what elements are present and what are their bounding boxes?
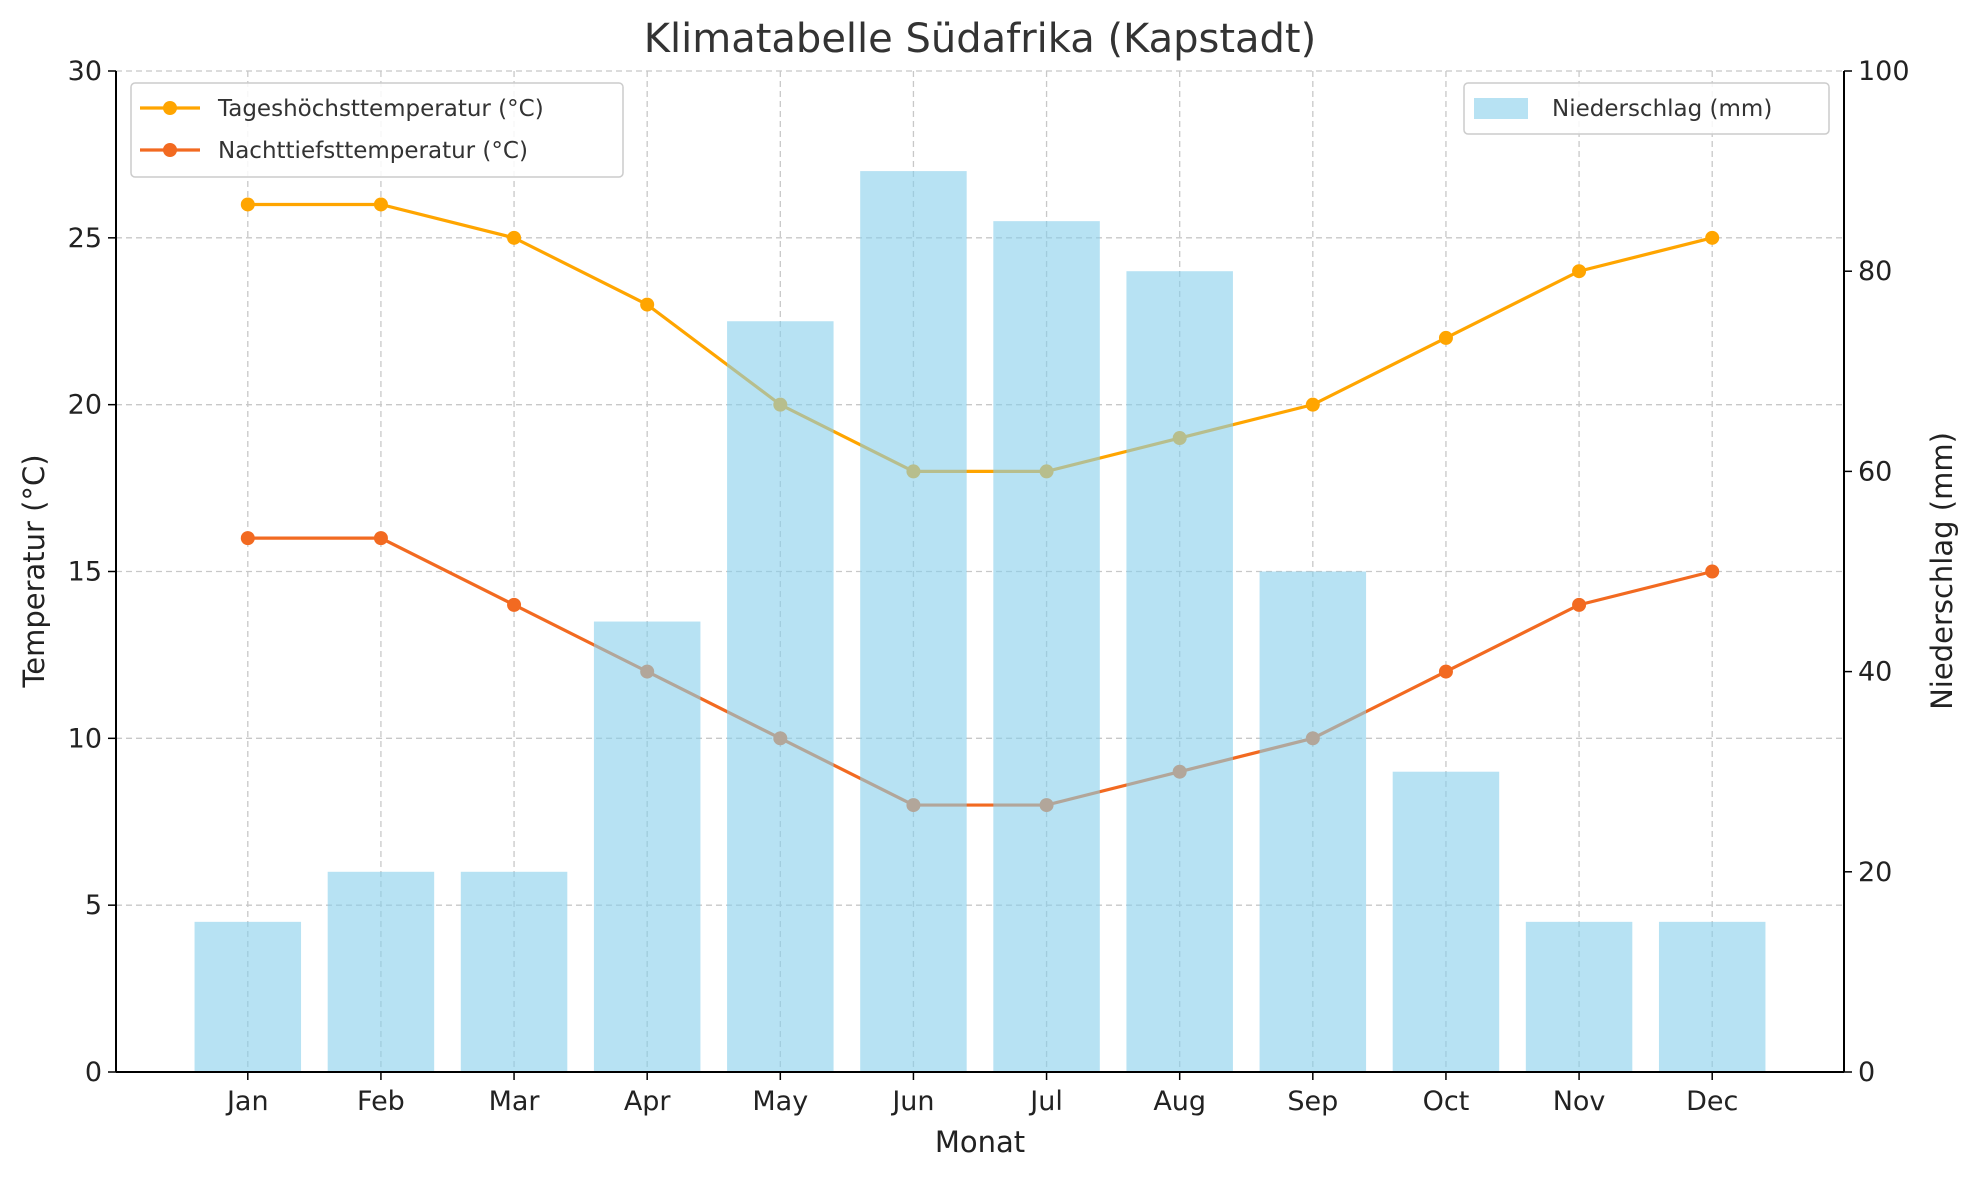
y-right-tick-label: 100 — [1858, 56, 1910, 87]
data-point — [1438, 664, 1453, 679]
data-point — [640, 297, 655, 312]
y-tick-label: 20 — [68, 390, 102, 421]
y-tick-label: 15 — [68, 557, 102, 588]
bar-jan — [194, 921, 302, 1072]
y-tick-label: 5 — [85, 890, 102, 921]
x-tick-label: Aug — [1153, 1086, 1206, 1117]
series-line-1 — [247, 536, 1713, 807]
bar-may — [727, 321, 834, 1072]
x-axis-label: Monat — [935, 1125, 1025, 1159]
y-axis-label-left: Temperatur (°C) — [17, 454, 51, 688]
bar-apr — [593, 621, 701, 1072]
data-point — [507, 230, 522, 245]
data-point — [373, 197, 388, 212]
data-point — [373, 531, 388, 546]
x-tick-label: Nov — [1553, 1086, 1606, 1117]
data-point — [507, 597, 522, 612]
y-tick-label: 30 — [68, 56, 102, 87]
data-point — [1572, 597, 1587, 612]
y-tick-label: 25 — [68, 223, 102, 254]
bar-sep — [1259, 571, 1367, 1072]
x-tick-label: Jul — [1028, 1086, 1063, 1117]
y-tick-label: 0 — [85, 1057, 102, 1088]
y-right-tick-label: 80 — [1858, 256, 1892, 287]
bar-dec — [1658, 921, 1766, 1072]
x-tick-label: Jun — [890, 1086, 934, 1117]
bar-jul — [993, 221, 1100, 1072]
x-tick-label: Feb — [357, 1086, 405, 1117]
x-tick-label: May — [752, 1086, 808, 1117]
data-point — [1438, 330, 1453, 345]
x-tick-label: Sep — [1287, 1086, 1338, 1117]
data-point — [240, 531, 255, 546]
bar-aug — [1126, 271, 1233, 1072]
line-series — [240, 197, 1720, 813]
legend-marker — [163, 143, 177, 157]
y-axis-label-right: Niederschlag (mm) — [1925, 432, 1959, 710]
legend-label: Tageshöchsttemperatur (°C) — [217, 96, 544, 122]
data-point — [1572, 264, 1587, 279]
data-point — [1705, 230, 1720, 245]
y-tick-label: 10 — [68, 723, 102, 754]
y-right-tick-label: 20 — [1858, 857, 1892, 888]
x-tick-label: Mar — [489, 1086, 541, 1117]
bar-jun — [860, 171, 967, 1073]
x-tick-label: Dec — [1686, 1086, 1738, 1117]
series-line-0 — [247, 202, 1713, 473]
data-point — [1705, 564, 1720, 579]
legend-label: Niederschlag (mm) — [1552, 96, 1772, 122]
legend: Tageshöchsttemperatur (°C) Nachttiefsttem… — [130, 82, 1830, 178]
y-right-tick-label: 40 — [1858, 657, 1892, 688]
data-point — [240, 197, 255, 212]
y-right-tick-label: 0 — [1858, 1057, 1875, 1088]
x-tick-label: Jan — [225, 1086, 269, 1117]
bar-mar — [460, 871, 568, 1072]
y-right-tick-label: 60 — [1858, 456, 1892, 487]
legend-bar-swatch — [1474, 98, 1528, 119]
bar-feb — [327, 871, 435, 1072]
legend-marker — [163, 101, 177, 115]
legend-box-temperature — [130, 82, 624, 178]
bar-oct — [1392, 771, 1500, 1072]
bar-series — [194, 171, 1766, 1073]
legend-box-precipitation — [1463, 82, 1830, 135]
data-point — [1305, 397, 1320, 412]
x-tick-label: Oct — [1423, 1086, 1470, 1117]
axes: 0 5 10 15 20 25 30 0 20 40 60 80 100 Jan Feb Mar Apr May J… — [68, 56, 1910, 1117]
x-tick-label: Apr — [624, 1086, 672, 1117]
legend-label: Nachttiefsttemperatur (°C) — [218, 138, 528, 164]
chart-title: Klimatabelle Südafrika (Kapstadt) — [644, 16, 1316, 62]
bar-nov — [1525, 921, 1633, 1072]
